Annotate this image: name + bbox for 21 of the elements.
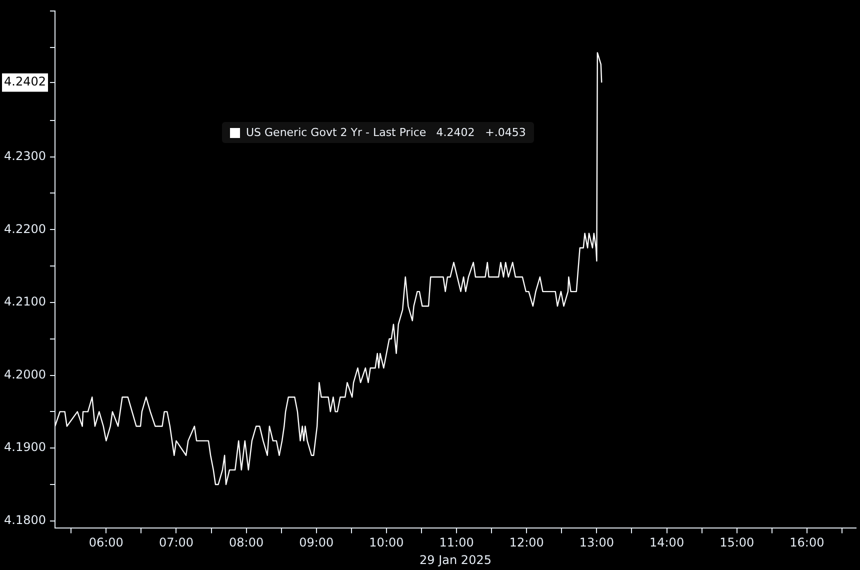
y-tick-label: 4.2000 bbox=[4, 367, 46, 382]
x-tick-label: 09:00 bbox=[299, 536, 334, 550]
x-tick-label: 08:00 bbox=[229, 536, 264, 550]
x-tick-label: 14:00 bbox=[649, 536, 684, 550]
x-tick-label: 10:00 bbox=[369, 536, 404, 550]
legend-label: US Generic Govt 2 Yr - Last Price bbox=[246, 126, 426, 139]
y-tick-label: 4.2200 bbox=[4, 222, 46, 236]
x-tick-label: 11:00 bbox=[439, 536, 474, 550]
x-tick-label: 12:00 bbox=[509, 536, 544, 550]
y-tick-label: 4.1800 bbox=[4, 513, 46, 528]
y-tick-label: 4.1900 bbox=[4, 440, 46, 454]
x-tick-label: 16:00 bbox=[790, 536, 824, 550]
x-axis-title: 29 Jan 2025 bbox=[420, 552, 492, 567]
y-tick-label: 4.2402 bbox=[4, 74, 46, 89]
x-tick-label: 15:00 bbox=[720, 536, 754, 550]
annotation: 4.2402 +.0453 bbox=[436, 126, 526, 139]
y-tick-label: 4.2300 bbox=[4, 148, 46, 163]
x-tick-label: 13:00 bbox=[579, 536, 614, 550]
x-tick-label: 07:00 bbox=[158, 536, 194, 550]
x-tick-label: 06:00 bbox=[88, 536, 124, 550]
y-tick-label: 4.2100 bbox=[4, 294, 46, 309]
